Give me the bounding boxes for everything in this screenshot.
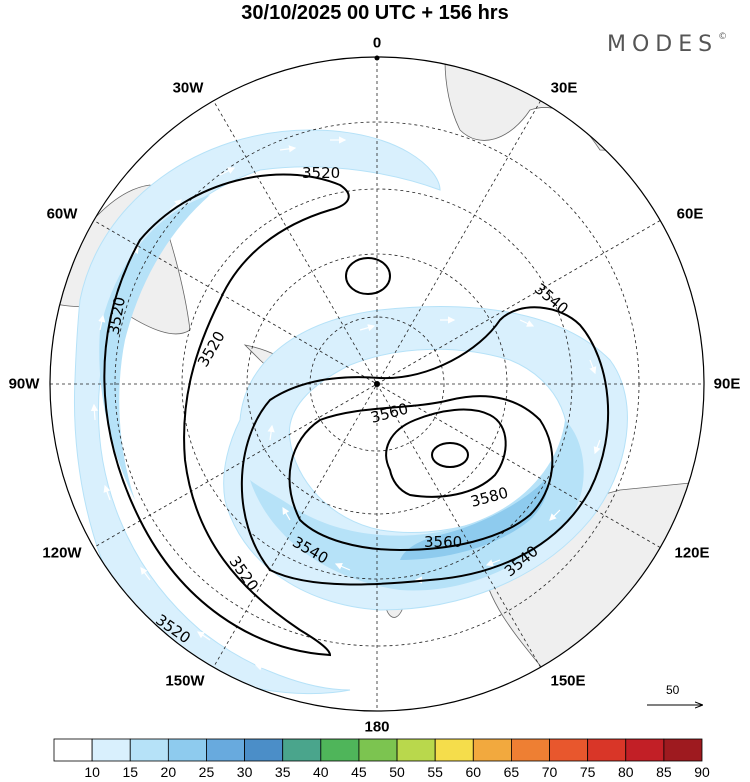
- colorbar-swatch: [282, 738, 322, 762]
- lon-label-90w: 90W: [8, 375, 40, 393]
- wind-speed-shading: [73, 129, 628, 695]
- contour-closed-small: [345, 257, 391, 295]
- colorbar-swatch: [472, 738, 512, 762]
- contour-label-3560-a: 3560: [369, 400, 411, 427]
- colorbar-swatch: [206, 738, 245, 762]
- lon-label-120e: 120E: [674, 544, 710, 562]
- colorbar-swatch: [358, 738, 398, 762]
- colorbar-swatch: [91, 738, 131, 762]
- colorbar-label: 80: [617, 764, 634, 780]
- lon-label-30e: 30E: [550, 79, 578, 97]
- colorbar-label: 50: [389, 764, 405, 780]
- colorbar-label: 85: [656, 764, 672, 780]
- colorbar-swatch: [129, 738, 169, 762]
- lon-label-120w: 120W: [42, 544, 82, 562]
- contour-3540: [240, 306, 610, 586]
- colorbar-swatch: [320, 738, 360, 762]
- contour-3560: [288, 395, 554, 552]
- top-marker: [374, 55, 380, 61]
- colorbar-label: 40: [313, 764, 329, 780]
- contour-label-3520-a: 3520: [302, 164, 340, 182]
- lon-label-150w: 150W: [165, 672, 205, 690]
- jet-core-medium: [400, 480, 547, 560]
- colorbar-swatch: [434, 738, 474, 762]
- brand-logo: MODES©: [607, 32, 728, 57]
- contour-label-3540-a: 3540: [531, 280, 572, 318]
- contour-3580-center: [431, 442, 469, 468]
- colorbar-swatch: [396, 738, 436, 762]
- height-contours: [103, 173, 610, 657]
- colorbar-label: 10: [84, 764, 100, 780]
- contour-label-3520-d: 3520: [225, 553, 262, 595]
- colorbar-swatch: [625, 738, 665, 762]
- colorbar-label: 35: [274, 764, 291, 780]
- colorbar-label: 25: [198, 764, 215, 780]
- colorbar-swatch: [244, 738, 284, 762]
- contour-3580: [385, 408, 507, 498]
- colorbar-label: 75: [579, 764, 596, 780]
- colorbar-swatch: [53, 738, 93, 762]
- colorbar-label: 30: [236, 764, 253, 780]
- colorbar-swatch: [511, 738, 550, 762]
- colorbar-swatch: [549, 738, 589, 762]
- contour-3520-west: [103, 173, 350, 657]
- lon-label-0: 0: [372, 34, 382, 52]
- contour-label-3560-b: 3560: [424, 533, 462, 551]
- colorbar-label: 70: [541, 764, 558, 780]
- colorbar-label: 15: [122, 764, 139, 780]
- wind-reference-value: 50: [666, 683, 680, 697]
- jet-core-light: [250, 420, 584, 591]
- pole-marker: [374, 381, 380, 387]
- lon-label-60e: 60E: [676, 205, 704, 223]
- lon-label-30w: 30W: [172, 79, 204, 97]
- colorbar-swatch: [663, 738, 703, 762]
- wind-vectors: [90, 136, 601, 671]
- colorbar-label: 90: [694, 764, 710, 780]
- colorbar-swatch: [167, 738, 207, 762]
- colorbar-label: 45: [351, 764, 367, 780]
- map-title: 30/10/2025 00 UTC + 156 hrs: [241, 2, 509, 24]
- colorbar-label: 60: [465, 764, 482, 780]
- lon-label-60w: 60W: [46, 205, 78, 223]
- colorbar-swatch: [587, 738, 627, 762]
- colorbar-label: 20: [160, 764, 177, 780]
- colorbar-label: 65: [503, 764, 520, 780]
- west-band-light: [99, 195, 210, 500]
- colorbar-label: 55: [427, 764, 443, 780]
- lon-label-180: 180: [364, 718, 390, 736]
- lon-label-90e: 90E: [713, 375, 741, 393]
- lon-label-150e: 150E: [550, 672, 586, 690]
- colorbar: [53, 738, 703, 762]
